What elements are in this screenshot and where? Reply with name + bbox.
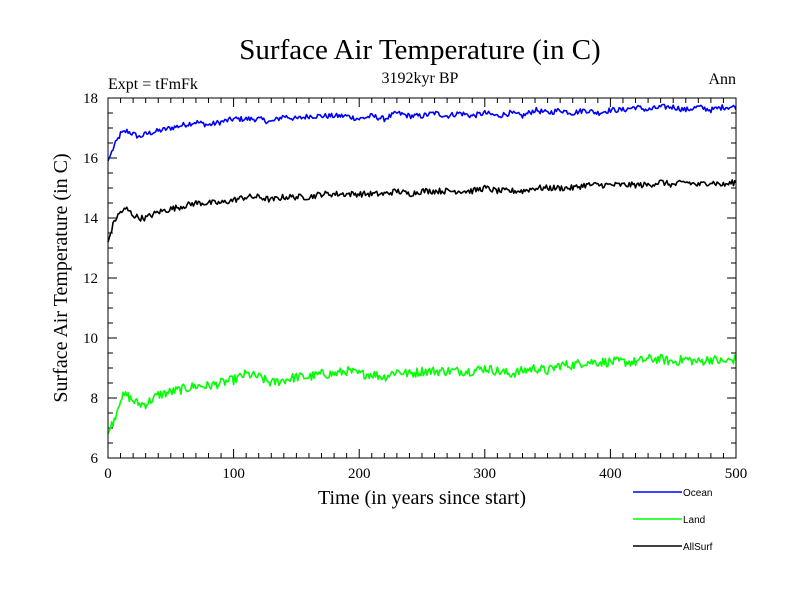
series-line-allsurf: [107, 179, 737, 243]
chart-title: Surface Air Temperature (in C): [239, 34, 600, 66]
x-tick-label: 0: [104, 466, 112, 482]
series-lines: [107, 103, 737, 435]
x-tick-label: 200: [348, 466, 371, 482]
experiment-label: Expt = tFmFk: [108, 76, 198, 93]
chart-subtitle: 3192kyr BP: [382, 70, 459, 87]
legend-label-land: Land: [683, 515, 705, 526]
y-tick-label: 10: [83, 331, 98, 347]
x-tick-label: 100: [222, 466, 245, 482]
season-label: Ann: [708, 71, 736, 88]
tick-labels: 0 100 200 300 400 500 6 8 10 12 14 16 18: [83, 91, 747, 482]
y-tick-label: 18: [83, 91, 98, 107]
plot-frame: [107, 97, 737, 459]
y-axis-label: Surface Air Temperature (in C): [50, 153, 72, 402]
y-tick-label: 6: [91, 451, 99, 467]
x-tick-label: 500: [725, 466, 748, 482]
x-tick-label: 300: [474, 466, 497, 482]
y-tick-label: 16: [83, 151, 99, 167]
series-line-ocean: [107, 103, 737, 162]
y-tick-label: 12: [83, 271, 98, 287]
y-tick-label: 8: [91, 391, 99, 407]
legend: Ocean Land AllSurf: [633, 488, 713, 553]
legend-label-allsurf: AllSurf: [683, 542, 713, 553]
y-tick-label: 14: [83, 211, 99, 227]
series-line-land: [107, 353, 737, 435]
x-tick-label: 400: [599, 466, 622, 482]
legend-label-ocean: Ocean: [683, 488, 712, 499]
x-axis-label: Time (in years since start): [318, 487, 526, 509]
